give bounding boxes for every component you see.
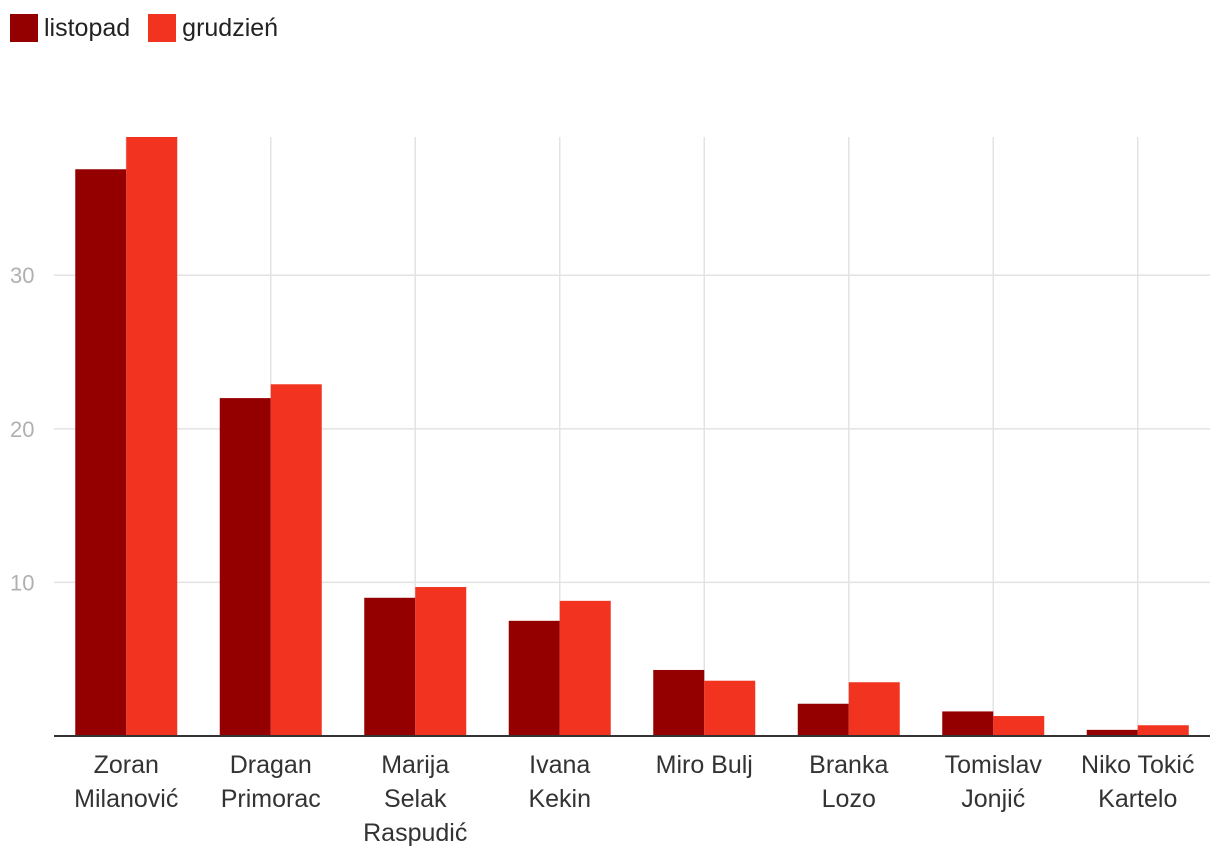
legend-item-listopad: listopad [10,14,130,42]
bar-grudzień [270,384,322,736]
bar-listopad [508,620,560,736]
y-tick-label: 30 [10,263,34,288]
legend: listopad grudzień [10,14,278,42]
x-tick-label: Zoran Milanović [74,751,178,813]
legend-swatch-grudzien [148,14,177,42]
bar-listopad [942,711,994,736]
bar-grudzień [1137,725,1189,736]
bar-listopad [219,398,271,736]
y-tick-label: 10 [10,570,34,595]
x-tick-label: Branka Lozo [809,751,888,813]
bar-listopad [75,169,127,736]
bar-grudzień [415,587,467,736]
legend-item-grudzien: grudzień [148,14,278,42]
bar-listopad [797,703,849,736]
legend-label-listopad: listopad [44,14,131,42]
bar-grudzień [126,137,178,736]
x-tick-label: Ivana Kekin [528,751,591,813]
legend-swatch-listopad [10,14,38,42]
bar-grudzień [559,600,611,736]
x-tick-label: Tomislav Jonjić [945,751,1043,813]
x-tick-label: Niko Tokić Kartelo [1081,751,1194,813]
bar-grudzień [704,680,756,736]
bar-listopad [653,669,705,736]
x-tick-label: Miro Bulj [656,751,753,779]
bar-grudzień [848,682,900,736]
y-tick-label: 20 [10,417,34,442]
x-tick-label: Marija Selak Raspudić [363,751,467,847]
bar-grudzień [993,716,1045,736]
bar-listopad [1086,729,1138,736]
bar-listopad [364,597,416,736]
x-tick-label: Dragan Primorac [221,751,321,813]
legend-label-grudzien: grudzień [182,14,279,42]
